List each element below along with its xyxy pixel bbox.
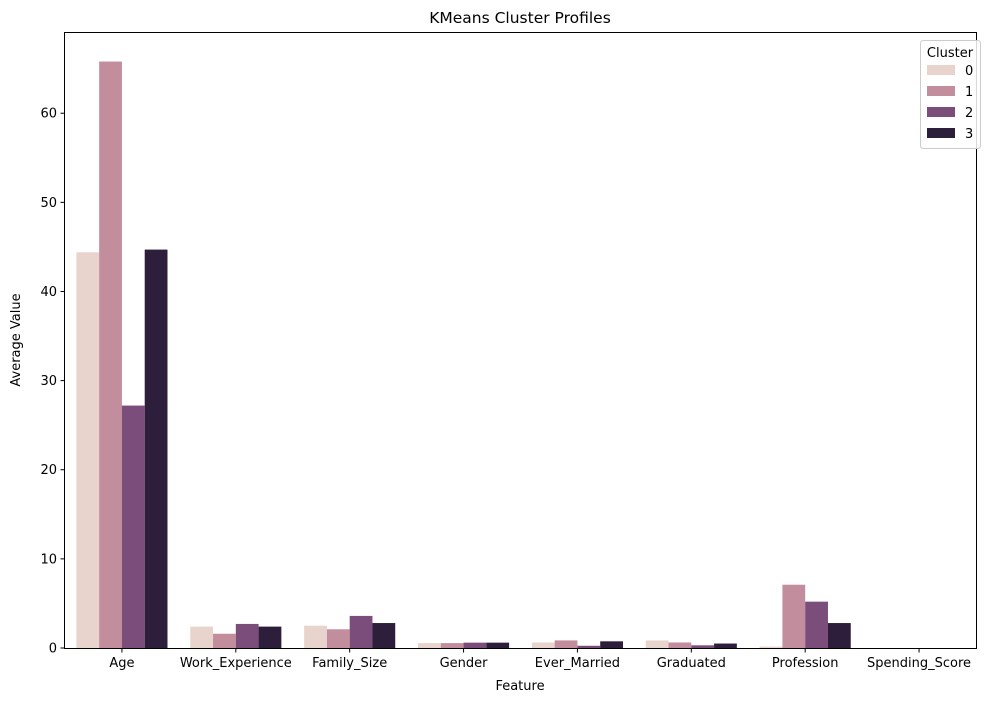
x-axis: Age Work_Experience Family_Size Gender Ever_… [109,648,971,671]
bar-graduated-cluster-1 [668,642,692,648]
bar-profession-cluster-2 [805,601,828,648]
bar-work_experience-cluster-0 [190,626,214,648]
bar-graduated-cluster-3 [714,643,737,648]
bar-gender-cluster-0 [418,643,441,648]
legend-swatch-cluster-0 [927,65,955,75]
y-tick-label: 20 [40,463,57,478]
y-tick-label: 60 [40,107,57,122]
bar-family_size-cluster-1 [326,629,350,648]
x-tick-label: Gender [440,656,489,671]
legend-label-cluster-0: 0 [965,64,973,79]
bar-profession-cluster-1 [782,584,806,648]
x-tick-label: Profession [772,656,839,671]
bar-family_size-cluster-0 [304,625,327,648]
bar-age-cluster-2 [121,405,145,648]
x-tick-label: Graduated [657,656,726,671]
bar-ever_married-cluster-0 [531,642,555,648]
legend-label-cluster-2: 2 [965,106,973,121]
bar-work_experience-cluster-2 [235,623,259,648]
y-tick-label: 50 [40,196,57,211]
x-tick-label: Work_Experience [180,656,292,671]
bar-gender-cluster-1 [440,643,464,648]
bar-work_experience-cluster-3 [258,626,282,648]
bars-layer [76,61,851,648]
bar-age-cluster-3 [144,249,168,648]
legend-swatch-cluster-3 [927,128,955,138]
chart-title: KMeans Cluster Profiles [429,9,611,27]
y-tick-label: 40 [40,285,57,300]
bar-family_size-cluster-3 [372,623,396,648]
x-axis-label: Feature [495,679,544,694]
axes-frame [64,32,977,649]
y-tick-label: 0 [49,642,57,657]
legend: Cluster 0 1 2 3 [920,40,981,149]
bar-ever_married-cluster-1 [554,640,578,648]
bar-gender-cluster-3 [486,642,510,648]
x-tick-label: Family_Size [312,656,387,671]
x-tick-label: Age [109,656,134,671]
bar-graduated-cluster-0 [645,640,669,648]
legend-items: 0 1 2 3 [927,64,973,142]
bar-graduated-cluster-2 [691,645,715,648]
legend-swatch-cluster-1 [927,86,955,96]
legend-label-cluster-3: 3 [965,127,973,142]
bar-profession-cluster-0 [759,646,783,648]
bar-ever_married-cluster-3 [600,641,623,648]
y-axis: 0 10 20 30 40 50 60 [40,107,65,657]
y-tick-label: 10 [40,552,57,567]
bar-family_size-cluster-2 [349,615,373,648]
bar-ever_married-cluster-2 [577,645,601,648]
bar-age-cluster-0 [76,252,100,648]
x-tick-label: Ever_Married [535,656,620,671]
legend-label-cluster-1: 1 [965,85,973,100]
legend-swatch-cluster-2 [927,107,955,117]
x-tick-label: Spending_Score [867,656,971,671]
bar-profession-cluster-3 [827,623,851,648]
bar-age-cluster-1 [99,61,122,648]
y-tick-label: 30 [40,374,57,389]
bar-gender-cluster-2 [463,642,487,648]
y-axis-label: Average Value [9,293,24,386]
bar-work_experience-cluster-1 [213,633,236,648]
legend-title: Cluster [927,46,974,61]
